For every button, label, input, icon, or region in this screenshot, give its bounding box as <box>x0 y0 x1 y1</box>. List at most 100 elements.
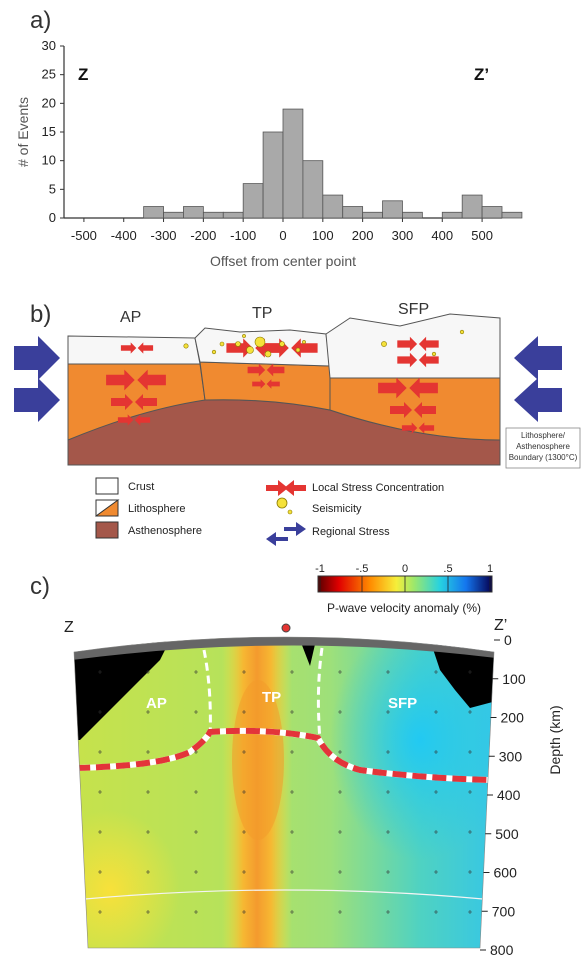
x-tick-label: 0 <box>279 228 286 243</box>
grid-node <box>146 790 150 794</box>
z-right-marker: Z’ <box>474 65 489 84</box>
grid-node <box>386 750 390 754</box>
depth-tick-label: 0 <box>504 632 512 648</box>
legend: Crust Lithosphere Asthenosphere Local St… <box>95 477 444 546</box>
x-tick-label: -500 <box>71 228 97 243</box>
grid-node <box>146 830 150 834</box>
regional-stress-arrow <box>14 336 60 380</box>
region-label-sfp: SFP <box>388 695 417 712</box>
colorbar-tick-label: -1 <box>315 563 325 575</box>
grid-node <box>194 830 198 834</box>
z-left-marker: Z <box>64 619 74 636</box>
grid-node <box>386 790 390 794</box>
y-tick-label: 15 <box>42 124 56 139</box>
legend-regional-arrow-right <box>284 522 306 536</box>
grid-node <box>146 750 150 754</box>
x-tick-label: -200 <box>190 228 216 243</box>
local-stress-arrow <box>266 379 280 389</box>
seismicity-dot <box>295 347 301 353</box>
grid-node <box>338 830 342 834</box>
grid-node <box>98 870 102 874</box>
grid-node <box>146 710 150 714</box>
seismicity-dot <box>264 350 272 358</box>
region-label-tp: TP <box>262 689 281 706</box>
grid-node <box>338 670 342 674</box>
legend-crust: Crust <box>128 481 154 493</box>
x-tick-label: -400 <box>111 228 137 243</box>
depth-axis: 0 100 200 300 400 500 600 700 800 <box>480 632 526 958</box>
legend-seismicity-large <box>276 497 288 509</box>
mantle-discontinuity <box>74 889 494 901</box>
local-stress-arrow <box>134 414 151 426</box>
grid-node <box>338 870 342 874</box>
local-stress-arrow <box>397 352 418 368</box>
region-label-sfp: SFP <box>398 301 429 318</box>
seismicity-dot <box>211 349 217 355</box>
local-stress-arrow <box>120 342 137 354</box>
colorbar-ticks: -1 -.5 0 .5 1 <box>315 563 493 592</box>
histogram-axes: 0 5 10 15 20 25 30 -500 -400 -300 -200 -100 0 100 200 3… <box>42 38 502 243</box>
seismicity-dot <box>219 341 225 347</box>
grid-node <box>242 790 246 794</box>
panel-c: c) -1 -.5 0 .5 1 P-wave velocity anomaly (%)… <box>30 563 563 958</box>
grid-node <box>434 910 438 914</box>
histogram-bar <box>382 200 403 219</box>
region-label-ap: AP <box>146 695 167 712</box>
center-point-marker <box>281 623 291 633</box>
grid-node <box>468 830 472 834</box>
grid-node <box>194 710 198 714</box>
grid-node <box>434 790 438 794</box>
legend-lithosphere: Lithosphere <box>128 503 186 515</box>
grid-node <box>290 790 294 794</box>
z-right-marker: Z’ <box>494 617 507 634</box>
legend-swatch-crust <box>95 477 119 495</box>
histogram-bar <box>163 211 184 219</box>
histogram-bar <box>183 206 204 219</box>
y-tick-label: 20 <box>42 95 56 110</box>
local-stress-arrow <box>135 394 157 410</box>
grid-node <box>242 870 246 874</box>
local-stress-arrow <box>418 422 435 434</box>
histogram-bar <box>322 194 344 219</box>
seismicity-dot <box>183 343 189 349</box>
histogram-bar <box>402 211 423 219</box>
local-stress-arrows <box>106 336 439 434</box>
y-tick-label: 30 <box>42 38 56 53</box>
x-tick-label: 400 <box>431 228 453 243</box>
no-data-region <box>300 640 316 666</box>
depth-tick-label: 500 <box>495 826 519 842</box>
legend-local-stress: Local Stress Concentration <box>312 482 444 494</box>
colorbar-tick-label: -.5 <box>356 563 369 575</box>
grid-node <box>242 750 246 754</box>
grid-node <box>338 790 342 794</box>
seismicity-dot <box>254 336 266 348</box>
legend-asthenosphere: Asthenosphere <box>128 525 202 537</box>
local-stress-arrow <box>111 394 133 410</box>
y-tick-label: 5 <box>49 181 56 196</box>
panel-b: b) AP TP SFP Lithosphere/ Asthenosphere … <box>14 301 581 546</box>
grid-node <box>290 870 294 874</box>
local-stress-arrow <box>418 352 439 368</box>
local-stress-arrow <box>291 338 318 358</box>
legend-regional-arrow-left <box>266 532 288 546</box>
grid-node <box>434 710 438 714</box>
grid-node <box>146 870 150 874</box>
grid-node <box>242 830 246 834</box>
grid-node <box>290 750 294 754</box>
regional-stress-arrow <box>514 336 562 380</box>
grid-node <box>242 710 246 714</box>
grid-node <box>434 670 438 674</box>
seismicity-dot <box>381 341 387 347</box>
seismicity-dot <box>302 340 306 344</box>
legend-swatch-crust-part <box>95 499 120 517</box>
grid-node <box>98 830 102 834</box>
regional-stress-arrow <box>514 378 562 422</box>
grid-node <box>242 910 246 914</box>
grid-node <box>434 750 438 754</box>
tomography-outline <box>73 636 495 949</box>
grid-node <box>194 870 198 874</box>
seismicity-dot <box>246 346 254 354</box>
colorbar-tick-label: .5 <box>443 563 452 575</box>
depth-tick-label: 300 <box>499 748 523 764</box>
local-stress-arrow <box>390 402 412 418</box>
